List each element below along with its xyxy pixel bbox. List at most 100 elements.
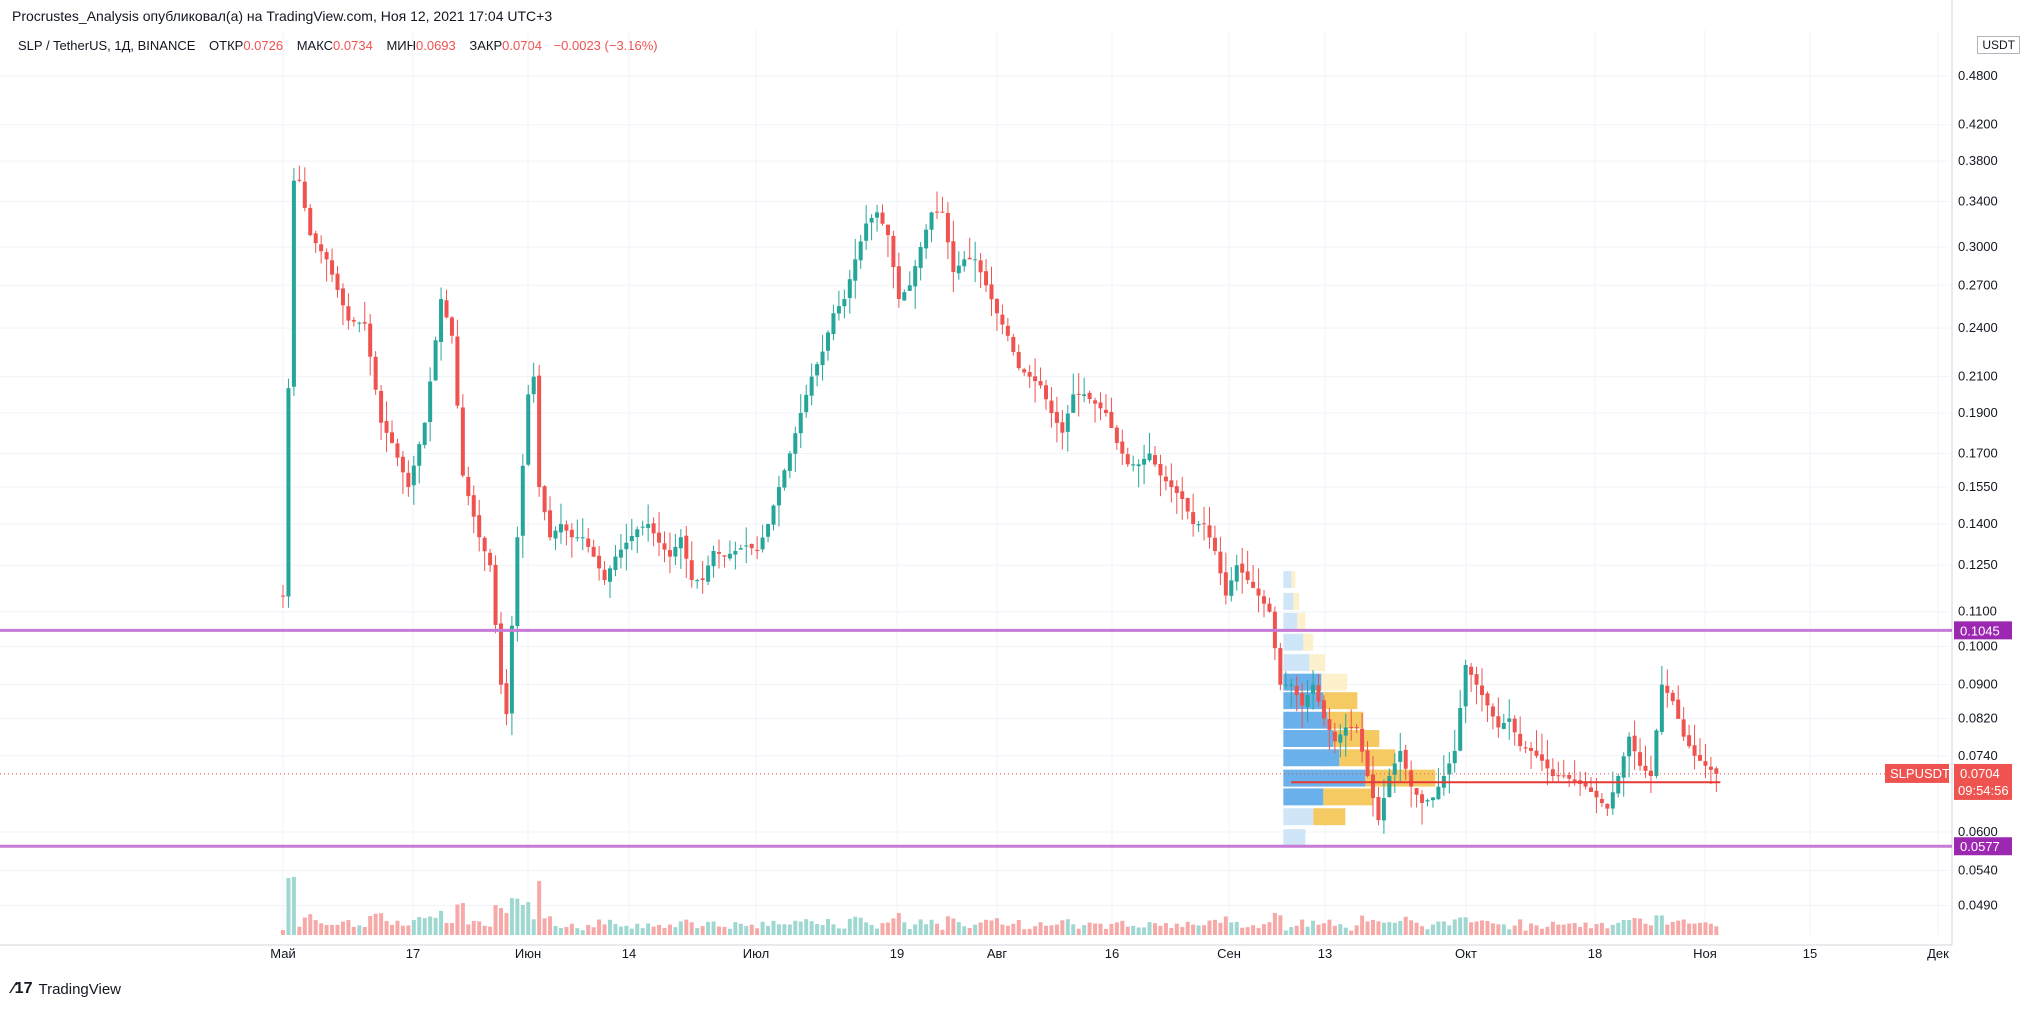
candle-body (542, 486, 547, 513)
volume-bar (1474, 921, 1479, 935)
volume-bar (504, 913, 509, 935)
candle-body (1283, 684, 1288, 686)
volume-bar (1229, 922, 1234, 935)
volume-bar (951, 918, 956, 935)
x-tick-label: Окт (1455, 946, 1477, 961)
volume-bar (460, 903, 465, 935)
volume-bar (885, 922, 890, 935)
volume-bar (673, 927, 678, 935)
volume-bar (1545, 926, 1550, 935)
volume-bar (580, 930, 585, 935)
candle-body (482, 537, 487, 552)
candle-body (384, 421, 389, 433)
volume-bar (1676, 920, 1681, 935)
candle-body (357, 322, 362, 324)
y-tick-label: 0.0540 (1958, 862, 1998, 877)
candle-body (1349, 727, 1354, 729)
y-tick-label: 0.2400 (1958, 320, 1998, 335)
candle-body (1136, 464, 1141, 467)
volume-bar (291, 876, 296, 935)
volume-bar (439, 910, 444, 935)
candle-body (1621, 756, 1626, 778)
candle-body (324, 252, 329, 260)
volume-bar (1202, 925, 1207, 935)
volume-bar (302, 917, 307, 935)
volume-bar (1687, 923, 1692, 935)
volume-bar (1698, 922, 1702, 935)
candle-body (891, 236, 896, 268)
candle-body (1071, 394, 1076, 413)
candle-body (744, 545, 749, 547)
candle-body (1240, 563, 1245, 573)
volume-bar (1131, 925, 1136, 935)
volume-bar (1501, 924, 1506, 935)
volume-bar (994, 918, 999, 935)
candle-body (580, 537, 585, 539)
candle-body (1447, 763, 1452, 775)
y-tick-label: 0.1550 (1958, 479, 1998, 494)
volume-bar (373, 913, 378, 935)
volume-bar (1605, 928, 1610, 935)
volume-bar (281, 930, 285, 935)
volume-bar (1670, 921, 1675, 935)
candle-body (1125, 454, 1130, 465)
volume-bar (1632, 918, 1637, 935)
candle-body (1458, 707, 1463, 751)
candle-body (1414, 788, 1419, 795)
volume-bar (1153, 923, 1157, 935)
volume-bar (1338, 924, 1343, 935)
volume-bar (411, 919, 416, 935)
candle-body (809, 376, 814, 396)
candle-body (433, 340, 438, 381)
volume-bar (1436, 921, 1441, 935)
candle-body (1420, 794, 1425, 803)
y-tick-label: 0.1400 (1958, 516, 1998, 531)
volume-bar (1681, 919, 1686, 935)
candle-body (1022, 369, 1027, 373)
candle-body (853, 259, 858, 281)
candle-body (400, 456, 405, 473)
volume-bar (1430, 924, 1435, 935)
volume-bar (537, 880, 542, 935)
volume-bar (488, 926, 493, 935)
volume-bar (1594, 924, 1599, 935)
candle-body (1033, 376, 1038, 382)
volume-bar (891, 918, 896, 935)
level-tag-text: 0.0577 (1960, 839, 2000, 854)
candle-body (406, 472, 411, 488)
volume-bar (362, 926, 367, 935)
candle-body (733, 550, 738, 555)
candle-body (978, 260, 983, 273)
x-tick-label: Дек (1927, 946, 1949, 961)
volume-profile-bar (1283, 571, 1292, 589)
volume-profile-bar (1303, 633, 1314, 651)
volume-bar (558, 927, 563, 935)
candle-body (820, 351, 825, 366)
volume-bar (760, 921, 765, 935)
volume-bar (1033, 926, 1038, 935)
candle-body (1392, 763, 1397, 775)
candle-body (548, 510, 553, 538)
tradingview-logo[interactable]: ⁄17 TradingView (12, 980, 121, 998)
x-tick-label: 16 (1105, 946, 1119, 961)
volume-bar (1343, 927, 1348, 935)
volume-bar (689, 922, 694, 935)
volume-bar (1109, 923, 1114, 935)
price-unit[interactable]: USDT (1977, 36, 2020, 54)
candle-body (1659, 684, 1664, 732)
candle-body (1354, 727, 1359, 729)
candle-body (1098, 402, 1103, 409)
candle-body (1103, 409, 1108, 414)
symbol-label[interactable]: SLP / TetherUS, 1Д, BINANCE (18, 38, 196, 53)
candle-body (1343, 727, 1348, 736)
candle-body (836, 306, 841, 314)
candle-body (1381, 798, 1386, 821)
candle-body (1202, 523, 1207, 525)
volume-bar (422, 918, 427, 935)
volume-bar (499, 908, 503, 935)
volume-bar (1523, 930, 1528, 935)
volume-bar (1049, 925, 1054, 935)
volume-bar (1082, 925, 1087, 935)
volume-bar (471, 920, 476, 935)
